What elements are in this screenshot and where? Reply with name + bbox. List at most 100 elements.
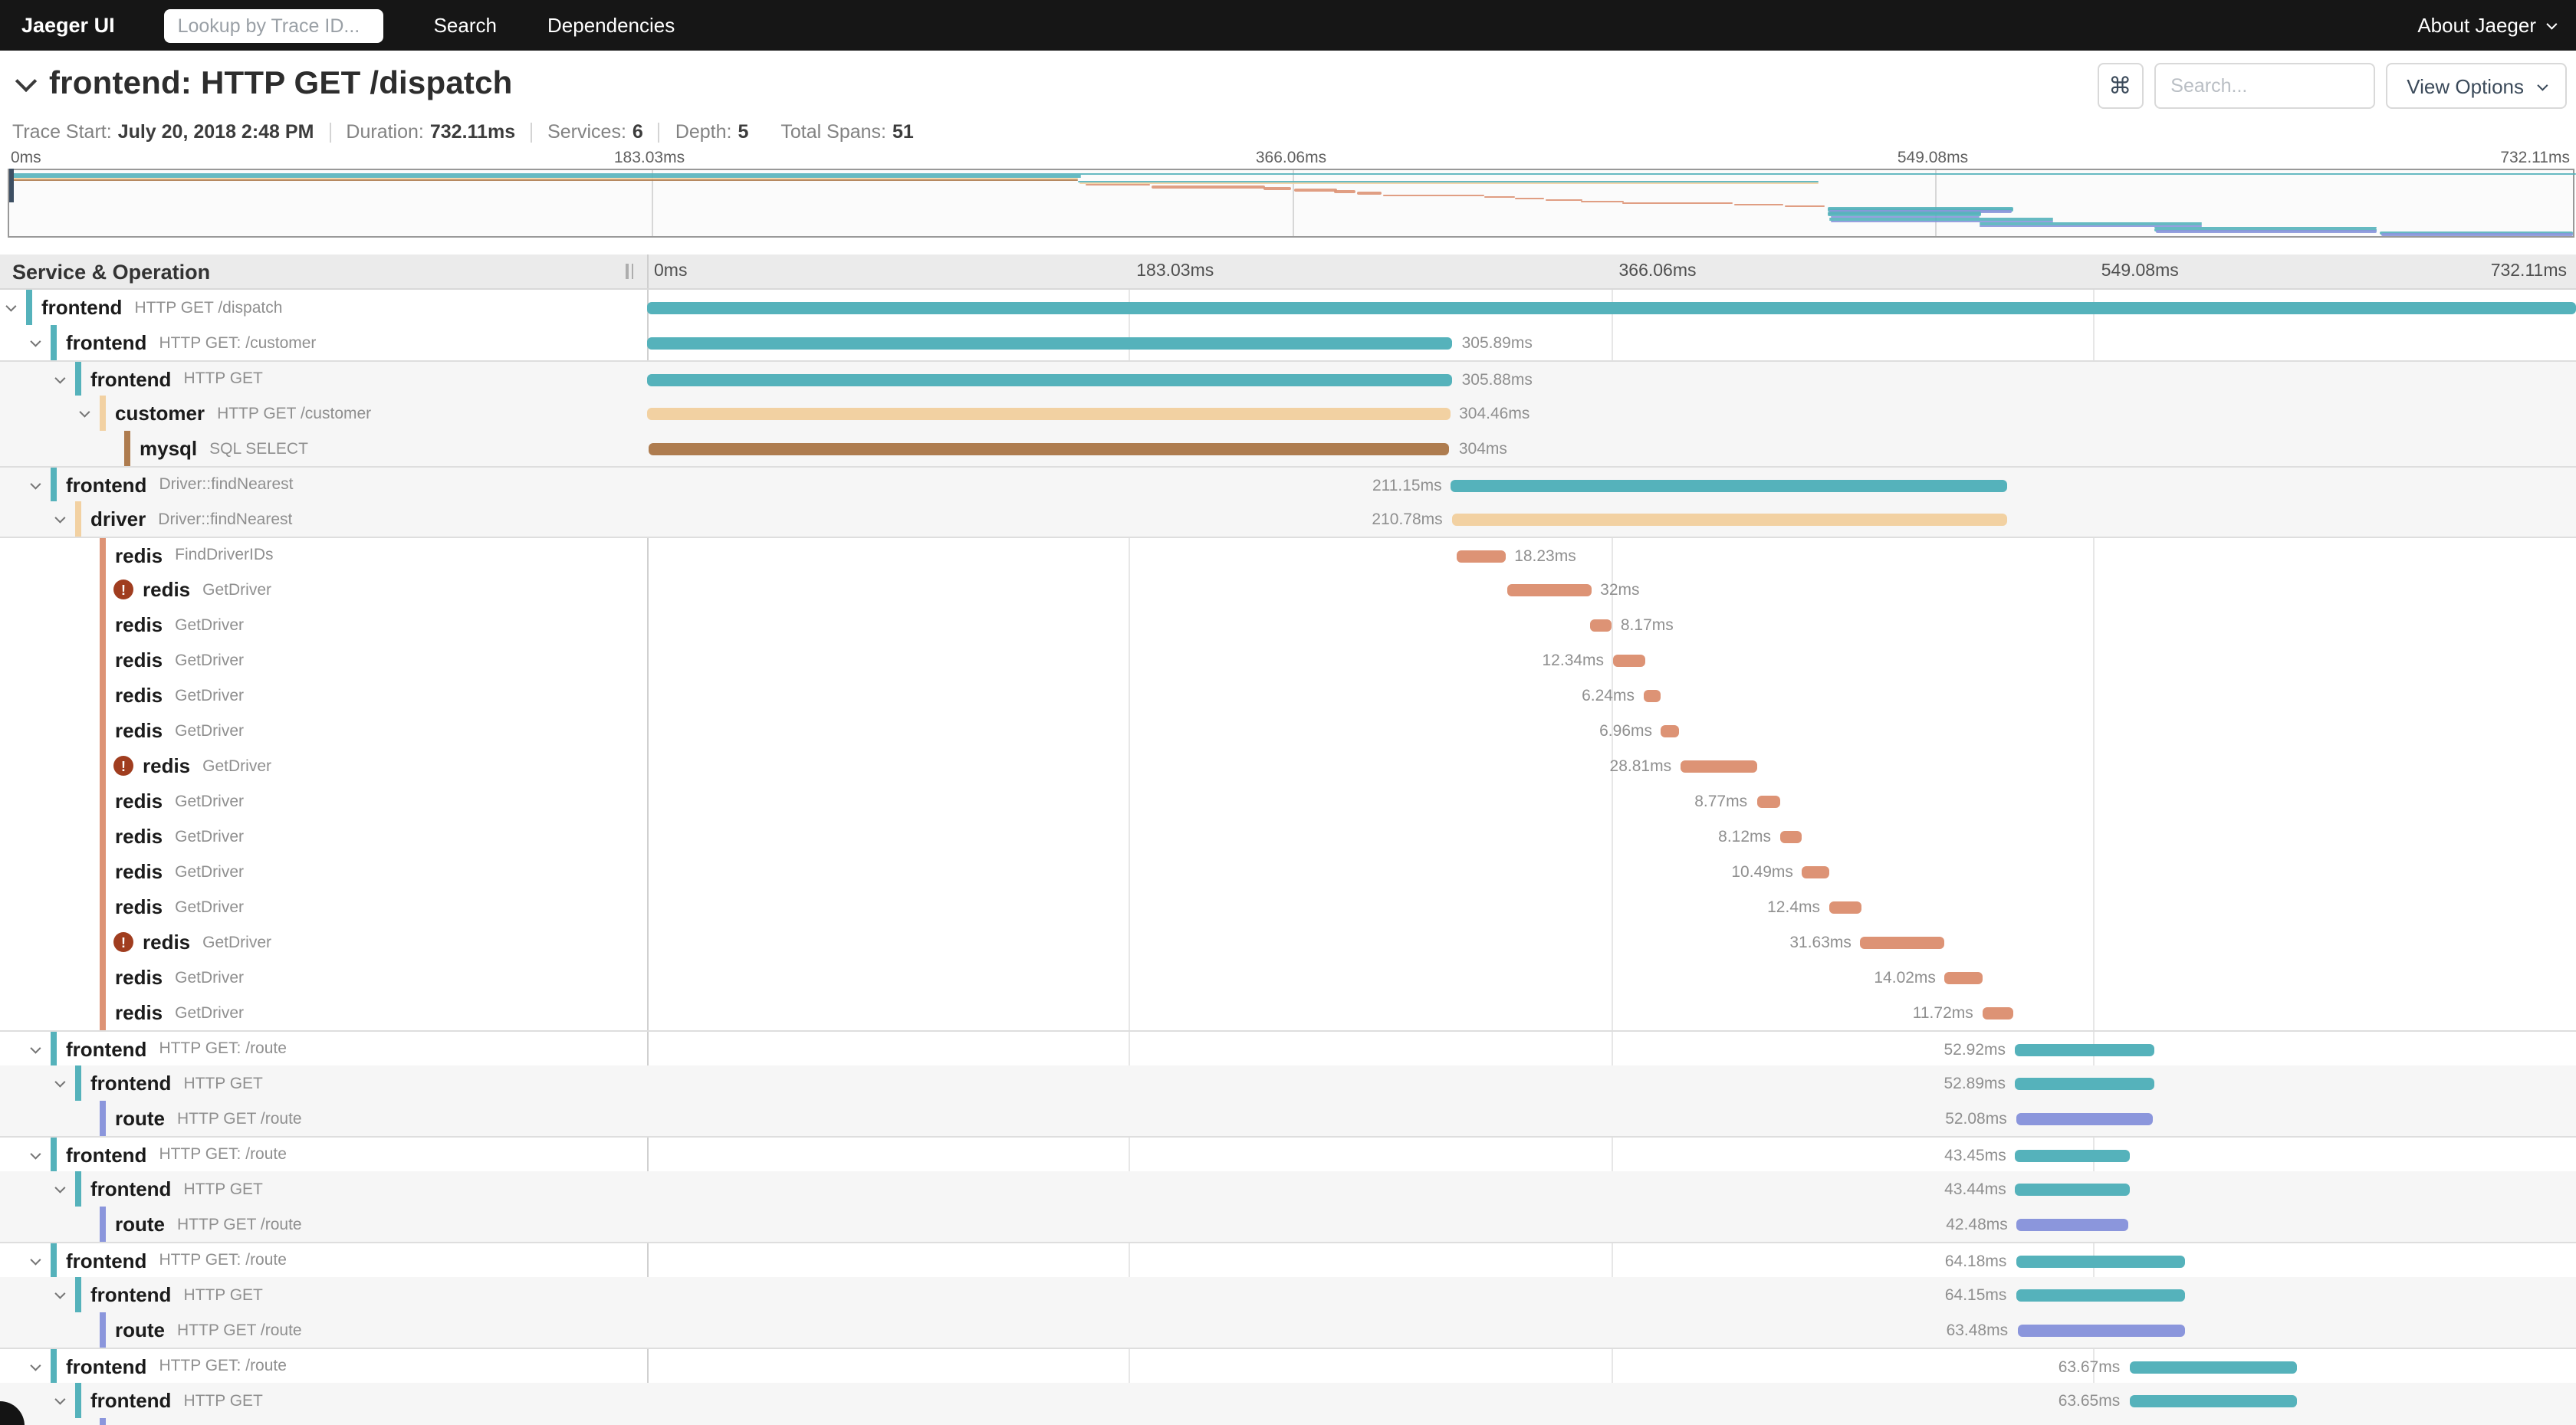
span-name-cell[interactable]: frontend HTTP GET /dispatch: [0, 290, 646, 325]
service-name[interactable]: redis: [115, 648, 163, 671]
service-name[interactable]: frontend: [66, 1354, 147, 1377]
span-row[interactable]: redis GetDriver 10.49ms: [0, 854, 2576, 889]
column-resize-grip[interactable]: [626, 264, 633, 279]
keyboard-shortcuts-button[interactable]: ⌘: [2097, 63, 2144, 109]
span-row[interactable]: frontend HTTP GET: /route 43.45ms: [0, 1136, 2576, 1171]
span-timeline-cell[interactable]: 18.23ms: [646, 538, 2576, 572]
trace-id-lookup-input[interactable]: [163, 8, 383, 42]
service-name[interactable]: redis: [115, 543, 163, 566]
span-duration-bar[interactable]: [646, 301, 2576, 314]
span-name-cell[interactable]: frontend HTTP GET: /route: [0, 1349, 646, 1383]
span-name-cell[interactable]: redis GetDriver: [0, 642, 646, 678]
service-name[interactable]: redis: [115, 966, 163, 989]
span-timeline-cell[interactable]: 64.18ms: [646, 1243, 2576, 1277]
span-duration-bar[interactable]: [2015, 1043, 2154, 1056]
span-timeline-cell[interactable]: 8.77ms: [646, 783, 2576, 819]
span-row[interactable]: redis GetDriver 8.77ms: [0, 783, 2576, 819]
expand-chevron-icon[interactable]: [30, 1253, 41, 1265]
span-timeline-cell[interactable]: 14.02ms: [646, 960, 2576, 995]
service-name[interactable]: customer: [115, 402, 205, 425]
expand-chevron-icon[interactable]: [54, 1076, 66, 1088]
span-name-cell[interactable]: frontend HTTP GET: /route: [0, 1138, 646, 1171]
span-name-cell[interactable]: ! redis GetDriver: [0, 924, 646, 960]
expand-chevron-icon[interactable]: [54, 1288, 66, 1299]
span-duration-bar[interactable]: [1613, 654, 1646, 666]
span-duration-bar[interactable]: [1457, 550, 1506, 562]
span-duration-bar[interactable]: [2016, 1289, 2185, 1301]
span-name-cell[interactable]: frontend HTTP GET: [0, 1065, 646, 1101]
span-timeline-cell[interactable]: 210.78ms: [646, 501, 2576, 537]
span-duration-bar[interactable]: [1661, 724, 1680, 737]
span-timeline-cell[interactable]: 12.4ms: [646, 889, 2576, 924]
span-timeline-cell[interactable]: 64.15ms: [646, 1277, 2576, 1312]
span-timeline-cell[interactable]: 12.34ms: [646, 642, 2576, 678]
span-name-cell[interactable]: redis GetDriver: [0, 713, 646, 748]
span-timeline-cell[interactable]: 63.36ms: [646, 1418, 2576, 1425]
nav-item-search[interactable]: Search: [433, 13, 497, 36]
service-name[interactable]: redis: [115, 825, 163, 848]
expand-chevron-icon[interactable]: [30, 1148, 41, 1159]
span-duration-bar[interactable]: [1451, 479, 2008, 491]
span-row[interactable]: frontend Driver::findNearest 211.15ms: [0, 466, 2576, 501]
span-duration-bar[interactable]: [2016, 1112, 2154, 1125]
span-name-cell[interactable]: customer HTTP GET /customer: [0, 396, 646, 431]
span-row[interactable]: redis GetDriver 12.4ms: [0, 889, 2576, 924]
span-timeline-cell[interactable]: 52.08ms: [646, 1101, 2576, 1136]
expand-chevron-icon[interactable]: [79, 406, 90, 418]
span-timeline-cell[interactable]: 43.44ms: [646, 1171, 2576, 1207]
service-name[interactable]: frontend: [41, 296, 123, 319]
span-duration-bar[interactable]: [1982, 1006, 2013, 1019]
span-row[interactable]: frontend HTTP GET 305.88ms: [0, 360, 2576, 396]
expand-chevron-icon[interactable]: [54, 1394, 66, 1405]
span-timeline-cell[interactable]: 304.46ms: [646, 396, 2576, 431]
span-timeline-cell[interactable]: 305.88ms: [646, 362, 2576, 396]
span-duration-bar[interactable]: [1829, 901, 1862, 913]
nav-item-dependencies[interactable]: Dependencies: [547, 13, 675, 36]
span-timeline-cell[interactable]: 28.81ms: [646, 748, 2576, 783]
service-name[interactable]: redis: [115, 1001, 163, 1024]
span-row[interactable]: redis GetDriver 11.72ms: [0, 995, 2576, 1030]
service-name[interactable]: route: [115, 1213, 165, 1236]
span-duration-bar[interactable]: [646, 337, 1453, 349]
minimap-viewport-handle[interactable]: [9, 169, 14, 202]
service-name[interactable]: frontend: [90, 367, 172, 390]
span-row[interactable]: redis GetDriver 6.96ms: [0, 713, 2576, 748]
service-name[interactable]: redis: [115, 684, 163, 707]
span-timeline-cell[interactable]: 6.96ms: [646, 713, 2576, 748]
span-name-cell[interactable]: frontend HTTP GET: /customer: [0, 325, 646, 360]
service-name[interactable]: frontend: [90, 1177, 172, 1200]
collapse-trace-chevron-icon[interactable]: [15, 69, 38, 92]
trace-search-input[interactable]: [2154, 63, 2375, 109]
span-row[interactable]: customer HTTP GET /customer 304.46ms: [0, 396, 2576, 431]
service-name[interactable]: mysql: [140, 437, 198, 460]
span-name-cell[interactable]: frontend HTTP GET: /route: [0, 1243, 646, 1277]
span-name-cell[interactable]: frontend HTTP GET: [0, 1171, 646, 1207]
span-name-cell[interactable]: redis GetDriver: [0, 960, 646, 995]
span-timeline-cell[interactable]: 43.45ms: [646, 1138, 2576, 1171]
span-name-cell[interactable]: redis GetDriver: [0, 995, 646, 1030]
expand-chevron-icon[interactable]: [54, 1182, 66, 1194]
span-row[interactable]: redis GetDriver 14.02ms: [0, 960, 2576, 995]
expand-chevron-icon[interactable]: [30, 1359, 41, 1371]
span-duration-bar[interactable]: [1780, 830, 1802, 842]
span-duration-bar[interactable]: [648, 442, 1450, 455]
service-name[interactable]: frontend: [90, 1283, 172, 1306]
span-row[interactable]: route HTTP GET /route 42.48ms: [0, 1207, 2576, 1242]
span-row[interactable]: redis GetDriver 8.17ms: [0, 607, 2576, 642]
span-row[interactable]: ! redis GetDriver 28.81ms: [0, 748, 2576, 783]
span-row[interactable]: frontend HTTP GET: /route 63.67ms: [0, 1348, 2576, 1383]
span-duration-bar[interactable]: [1681, 760, 1757, 772]
span-timeline-cell[interactable]: 32ms: [646, 572, 2576, 607]
span-name-cell[interactable]: redis GetDriver: [0, 607, 646, 642]
expand-chevron-icon[interactable]: [30, 1042, 41, 1053]
span-name-cell[interactable]: frontend Driver::findNearest: [0, 468, 646, 501]
span-row[interactable]: frontend HTTP GET: /route 52.92ms: [0, 1030, 2576, 1065]
span-duration-bar[interactable]: [1944, 971, 1983, 983]
span-row[interactable]: redis FindDriverIDs 18.23ms: [0, 537, 2576, 572]
span-row[interactable]: driver Driver::findNearest 210.78ms: [0, 501, 2576, 537]
service-name[interactable]: redis: [143, 578, 191, 601]
span-duration-bar[interactable]: [2015, 1149, 2131, 1161]
span-timeline-cell[interactable]: 305.89ms: [646, 325, 2576, 360]
span-name-cell[interactable]: route HTTP GET /route: [0, 1312, 646, 1348]
